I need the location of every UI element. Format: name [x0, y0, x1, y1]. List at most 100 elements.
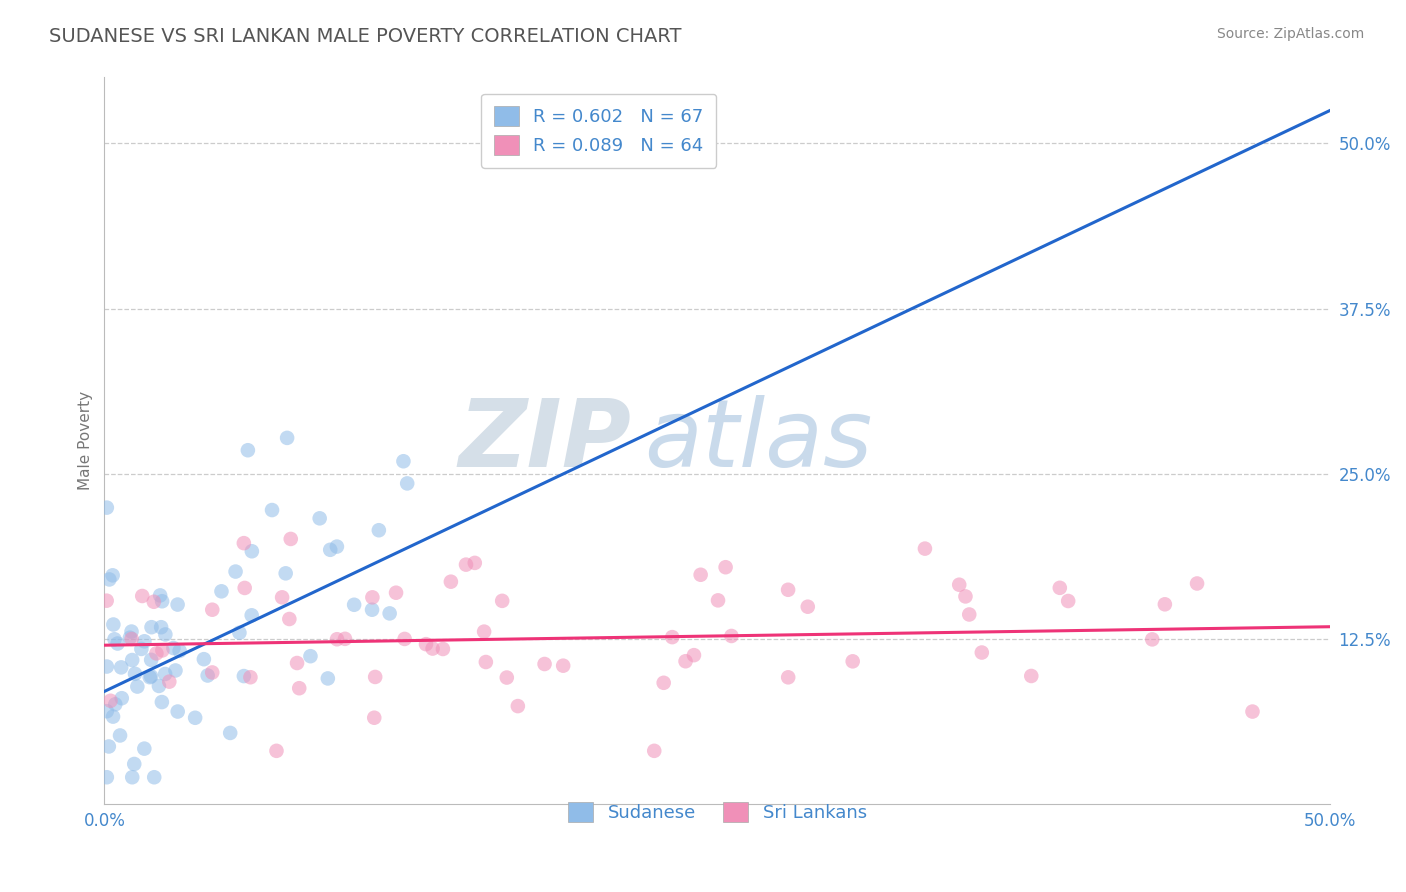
Point — [225, 565, 247, 579]
Point — [1142, 632, 1164, 647]
Point — [533, 657, 555, 671]
Point — [145, 646, 167, 660]
Point — [150, 643, 173, 657]
Point — [211, 584, 233, 599]
Point — [104, 698, 127, 712]
Point — [150, 695, 173, 709]
Point — [361, 591, 384, 605]
Point — [683, 648, 706, 662]
Point — [475, 655, 498, 669]
Point — [392, 454, 415, 468]
Point — [714, 560, 737, 574]
Point — [643, 744, 665, 758]
Point — [553, 658, 575, 673]
Point — [326, 632, 349, 647]
Point — [149, 588, 172, 602]
Point — [103, 632, 125, 647]
Point — [131, 589, 153, 603]
Point — [148, 679, 170, 693]
Point — [948, 578, 970, 592]
Point — [162, 640, 184, 655]
Text: ZIP: ZIP — [458, 394, 631, 486]
Point — [1153, 597, 1175, 611]
Point — [720, 629, 742, 643]
Point — [385, 585, 408, 599]
Point — [288, 681, 311, 696]
Point — [124, 666, 146, 681]
Point — [378, 607, 401, 621]
Point — [652, 675, 675, 690]
Point — [122, 756, 145, 771]
Point — [236, 443, 259, 458]
Point — [422, 641, 444, 656]
Point — [495, 671, 517, 685]
Point — [232, 536, 254, 550]
Point — [333, 632, 356, 646]
Point — [1241, 705, 1264, 719]
Point — [100, 694, 122, 708]
Point — [316, 672, 339, 686]
Point — [363, 711, 385, 725]
Point — [491, 594, 513, 608]
Point — [280, 532, 302, 546]
Text: Source: ZipAtlas.com: Source: ZipAtlas.com — [1216, 27, 1364, 41]
Point — [506, 699, 529, 714]
Point — [1049, 581, 1071, 595]
Text: SUDANESE VS SRI LANKAN MALE POVERTY CORRELATION CHART: SUDANESE VS SRI LANKAN MALE POVERTY CORR… — [49, 27, 682, 45]
Point — [472, 624, 495, 639]
Point — [184, 711, 207, 725]
Point — [139, 669, 162, 683]
Point — [169, 644, 191, 658]
Point — [150, 594, 173, 608]
Point — [150, 620, 173, 634]
Point — [98, 573, 121, 587]
Point — [240, 544, 263, 558]
Point — [689, 567, 711, 582]
Point — [240, 608, 263, 623]
Point — [440, 574, 463, 589]
Point — [201, 665, 224, 680]
Point — [271, 591, 294, 605]
Point — [308, 511, 330, 525]
Point — [454, 558, 477, 572]
Point — [415, 637, 437, 651]
Point — [260, 503, 283, 517]
Point — [278, 612, 301, 626]
Point — [107, 636, 129, 650]
Point — [219, 726, 242, 740]
Point — [155, 627, 177, 641]
Point — [96, 659, 118, 673]
Point — [233, 581, 256, 595]
Point — [110, 660, 132, 674]
Point — [276, 431, 298, 445]
Point — [432, 642, 454, 657]
Point — [394, 632, 416, 646]
Point — [1185, 576, 1208, 591]
Point — [464, 556, 486, 570]
Point — [239, 670, 262, 684]
Point — [139, 670, 162, 684]
Point — [274, 566, 297, 581]
Point — [343, 598, 366, 612]
Point — [141, 653, 163, 667]
Point — [111, 691, 134, 706]
Point — [108, 729, 131, 743]
Point — [266, 744, 288, 758]
Point — [96, 704, 118, 718]
Point — [778, 582, 800, 597]
Point — [361, 603, 384, 617]
Point — [121, 653, 143, 667]
Point — [367, 523, 389, 537]
Y-axis label: Male Poverty: Male Poverty — [79, 391, 93, 490]
Point — [166, 705, 188, 719]
Point — [118, 631, 141, 645]
Point — [914, 541, 936, 556]
Point — [131, 641, 153, 656]
Point — [201, 603, 224, 617]
Point — [142, 595, 165, 609]
Point — [96, 593, 118, 607]
Point — [661, 630, 683, 644]
Point — [153, 667, 176, 681]
Point — [841, 654, 863, 668]
Point — [157, 674, 180, 689]
